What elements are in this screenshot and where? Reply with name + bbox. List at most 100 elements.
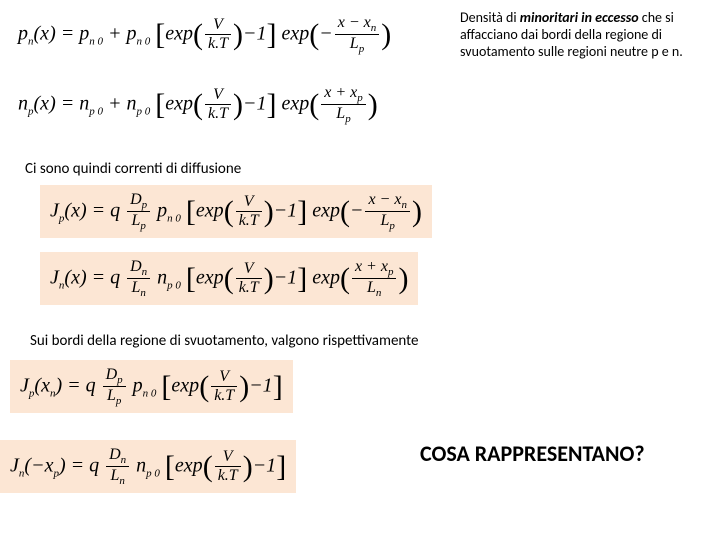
eq1-m1: −1 — [243, 22, 267, 44]
eq4-fCd: L — [367, 279, 376, 296]
eq1-lhs-arg: x — [40, 22, 49, 44]
eq3-fAn: D — [130, 191, 142, 208]
eq1-f2ns: n — [371, 22, 377, 34]
eq2-f2ns: p — [357, 92, 363, 104]
eq5-arg: x — [41, 374, 50, 396]
eq2-f2d: L — [336, 105, 345, 122]
eq6-argneg: − — [31, 454, 45, 476]
eq5-fAd: L — [107, 387, 116, 404]
eq6-lhs: J — [10, 454, 19, 476]
equation-jp-xn: Jp(xn) = q DpLp pn 0 [exp(Vk.T)−1] — [10, 360, 293, 413]
equation-np: np(x) = np 0 + np 0 [exp(Vk.T)−1] exp(x … — [10, 80, 386, 129]
eq2-f1n: V — [205, 86, 231, 105]
eq4-coef: n — [157, 266, 167, 288]
eq2-lhs-arg: x — [40, 92, 49, 114]
eq1-t2-sub: n 0 — [136, 35, 150, 47]
eq2-t2-sub: p 0 — [136, 105, 150, 117]
eq6-lhs-sub: n — [19, 467, 25, 479]
eq6-fAd: L — [110, 467, 119, 484]
eq2-f2ds: p — [345, 113, 351, 125]
eq4-lhs: J — [50, 266, 59, 288]
eq3-m1: −1 — [274, 199, 298, 221]
eq5-fBd: k.T — [211, 387, 237, 405]
eq6-fAn: D — [109, 446, 121, 463]
eq3-coef: p — [157, 199, 167, 221]
eq3-fCn: x − x — [368, 191, 401, 208]
eq4-fAd: L — [131, 279, 140, 296]
eq1-lhs-sub: n — [28, 35, 34, 47]
eq4-m1: −1 — [274, 266, 298, 288]
eq5-fAds: p — [116, 395, 122, 407]
eq5-coefs: n 0 — [143, 387, 157, 399]
eq6-coefs: p 0 — [146, 467, 160, 479]
eq3-coefs: n 0 — [167, 212, 181, 224]
eq6-fBd: k.T — [215, 467, 241, 485]
eq6-fAds: n — [119, 475, 125, 487]
eq5-lhs: J — [20, 374, 29, 396]
annotation-text: Densità di minoritari in eccesso che si … — [460, 10, 700, 60]
eq2-t2-sym: n — [126, 92, 136, 114]
eq1-f2ds: p — [359, 43, 365, 55]
eq4-fCns: p — [388, 266, 394, 278]
eq5-fAns: p — [117, 374, 123, 386]
eq1-t1-sub: n 0 — [89, 35, 103, 47]
eq1-neg: − — [319, 22, 333, 44]
eq5-coef: p — [133, 374, 143, 396]
eq4-lhs-arg: x — [71, 266, 80, 288]
eq2-t1-sym: n — [79, 92, 89, 114]
eq4-fBn: V — [236, 260, 262, 279]
eq3-q: q — [110, 199, 120, 221]
eq4-fCn: x + x — [355, 258, 388, 275]
eq1-f1d: k.T — [205, 35, 231, 53]
equation-jn-xp: Jn(−xp) = q DnLn np 0 [exp(Vk.T)−1] — [0, 440, 296, 493]
eq6-m1: −1 — [253, 454, 277, 476]
eq3-fAns: p — [142, 199, 148, 211]
caption-borders: Sui bordi della regione di svuotamento, … — [30, 332, 419, 350]
eq3-lhs-arg: x — [71, 199, 80, 221]
eq2-f2n: x + x — [324, 84, 357, 101]
eq2-t1-sub: p 0 — [89, 105, 103, 117]
eq3-fAds: p — [140, 220, 146, 232]
eq1-lhs-sym: p — [18, 22, 28, 44]
eq1-f1n: V — [205, 16, 231, 35]
eq4-fCds: n — [376, 287, 382, 299]
eq5-m1: −1 — [249, 374, 273, 396]
caption-diffusion: Ci sono quindi correnti di diffusione — [25, 160, 241, 178]
eq5-fAn: D — [106, 366, 118, 383]
annot-pre: Densità di — [460, 9, 520, 26]
eq3-neg: − — [350, 199, 364, 221]
eq6-coef: n — [136, 454, 146, 476]
eq2-f1d: k.T — [205, 105, 231, 123]
eq3-fCds: p — [389, 220, 395, 232]
eq5-q: q — [86, 374, 96, 396]
question-text: COSA RAPPRESENTANO? — [420, 440, 645, 467]
eq4-coefs: p 0 — [167, 279, 181, 291]
annot-emph: minoritari in eccesso — [520, 9, 639, 26]
eq3-fBd: k.T — [236, 212, 262, 230]
eq6-args: p — [53, 467, 59, 479]
eq2-lhs-sym: n — [18, 92, 28, 114]
eq5-fBn: V — [211, 368, 237, 387]
eq4-fAds: n — [140, 287, 146, 299]
eq1-t1-sym: p — [79, 22, 89, 44]
eq3-lhs: J — [50, 199, 59, 221]
eq4-lhs-sub: n — [59, 279, 65, 291]
eq2-lhs-sub: p — [28, 105, 34, 117]
eq4-fAns: n — [142, 266, 148, 278]
eq3-fAd: L — [131, 212, 140, 229]
eq1-t2-sym: p — [126, 22, 136, 44]
eq3-lhs-sub: p — [59, 212, 65, 224]
eq5-lhs-sub: p — [29, 387, 35, 399]
eq4-fAn: D — [130, 258, 142, 275]
eq3-fCns: n — [401, 199, 407, 211]
eq6-fBn: V — [215, 448, 241, 467]
eq5-args: n — [50, 387, 56, 399]
eq6-q: q — [89, 454, 99, 476]
eq6-fAns: n — [121, 454, 127, 466]
eq3-fBn: V — [236, 193, 262, 212]
eq4-fBd: k.T — [236, 279, 262, 297]
equation-jn: Jn(x) = q DnLn np 0 [exp(Vk.T)−1] exp(x … — [40, 252, 418, 305]
eq1-f2n: x − x — [338, 14, 371, 31]
eq1-f2d: L — [350, 35, 359, 52]
equation-pn: pn(x) = pn 0 + pn 0 [exp(Vk.T)−1] exp(−x… — [10, 10, 399, 59]
